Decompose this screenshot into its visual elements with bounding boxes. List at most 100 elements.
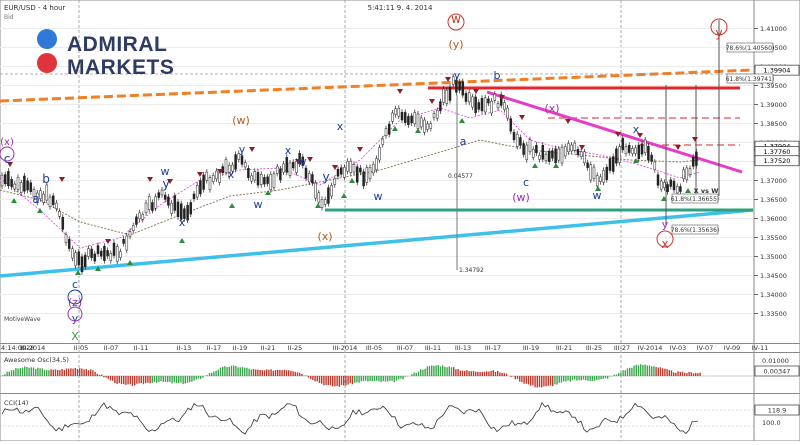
x-tick-label: III-2014 — [21, 344, 46, 352]
osc-bar — [658, 368, 659, 376]
candle-body — [321, 199, 323, 207]
wave-label: w — [254, 198, 263, 211]
x-tick-label: II-21 — [261, 344, 275, 352]
osc-bar — [88, 370, 89, 376]
osc-bar — [222, 367, 223, 376]
osc-bar — [552, 376, 553, 386]
osc-bar — [431, 365, 432, 376]
candle-body — [71, 249, 73, 258]
candle-body — [39, 191, 41, 199]
candle-body — [407, 116, 409, 124]
candle-body — [542, 145, 544, 159]
wave-label: (x) — [544, 102, 559, 115]
candle-body — [87, 249, 89, 257]
osc-bar — [127, 376, 128, 384]
osc-bar — [429, 366, 430, 376]
osc-bar — [336, 376, 337, 386]
candle-body — [638, 145, 640, 159]
candle-body — [14, 184, 16, 189]
candle-body — [334, 179, 336, 185]
osc-bar — [453, 367, 454, 376]
candle-body — [615, 149, 617, 163]
candle-body — [215, 171, 217, 179]
osc-bar — [312, 376, 313, 380]
candle-body — [257, 172, 259, 185]
candle-body — [625, 146, 627, 153]
candle-body — [660, 181, 662, 189]
candle-body — [327, 188, 329, 204]
osc-bar — [332, 376, 333, 386]
osc-bar — [416, 373, 417, 376]
osc-bar — [614, 375, 615, 376]
osc-bar — [684, 373, 685, 376]
osc-bar — [319, 376, 320, 383]
wave-label: y — [162, 177, 169, 191]
y-tick-label: 1.39000 — [760, 101, 787, 109]
osc-bar — [119, 376, 120, 383]
osc-bar — [81, 369, 82, 376]
wave-label: c — [4, 152, 11, 166]
osc-bar — [350, 376, 351, 383]
osc-bar — [574, 376, 575, 379]
price-type-text: Bid — [4, 14, 14, 21]
osc-bar — [655, 367, 656, 376]
osc-bar — [174, 376, 175, 382]
osc-value-label: 0.00347 — [764, 368, 791, 376]
x-tick-label: III-07 — [397, 344, 413, 352]
candle-body — [491, 101, 493, 113]
osc-bar — [598, 376, 599, 380]
wave-label: x — [228, 168, 235, 181]
osc-bar — [209, 373, 210, 376]
osc-bar — [233, 365, 234, 376]
osc-bar — [251, 370, 252, 376]
candle-body — [446, 90, 448, 103]
osc-bar — [367, 376, 368, 382]
osc-bar — [369, 376, 370, 381]
osc-bar — [391, 376, 392, 381]
osc-bar — [354, 376, 355, 383]
candle-body — [126, 236, 128, 250]
osc-title: Awesome Osc(34,5) — [4, 356, 69, 364]
candle-body — [318, 193, 320, 202]
x-tick-label: II-13 — [177, 344, 191, 352]
osc-bar — [31, 367, 32, 376]
candle-body — [513, 132, 515, 140]
candle-body — [247, 168, 249, 177]
osc-bar — [651, 366, 652, 376]
osc-bar — [143, 376, 144, 384]
osc-bar — [515, 376, 516, 379]
osc-bar — [686, 373, 687, 376]
osc-bar — [396, 376, 397, 381]
osc-bar — [141, 376, 142, 383]
candle-body — [471, 97, 473, 107]
candle-body — [523, 144, 525, 155]
candle-body — [43, 194, 45, 202]
osc-bar — [666, 369, 667, 376]
wave-label: x — [285, 144, 292, 157]
osc-bar — [13, 370, 14, 376]
osc-bar — [605, 376, 606, 378]
candle-body — [27, 181, 29, 190]
osc-bar — [24, 367, 25, 376]
osc-bar — [554, 376, 555, 384]
osc-bar — [114, 376, 115, 383]
y-tick-label: 1.35500 — [760, 234, 787, 242]
osc-bar — [193, 376, 194, 381]
osc-bar — [680, 372, 681, 376]
wave-label: (y) — [448, 38, 463, 51]
wave-label: (x) — [0, 137, 14, 148]
osc-bar — [534, 376, 535, 387]
candle-body — [225, 160, 227, 173]
candle-body — [347, 161, 349, 171]
candle-body — [404, 112, 406, 122]
candle-body — [148, 197, 150, 210]
osc-bar — [411, 374, 412, 376]
osc-bar — [253, 369, 254, 376]
candle-body — [439, 102, 441, 111]
osc-bar — [154, 376, 155, 382]
osc-bar — [600, 376, 601, 379]
osc-bar — [471, 371, 472, 376]
osc-bar — [565, 376, 566, 381]
candle-body — [593, 167, 595, 179]
